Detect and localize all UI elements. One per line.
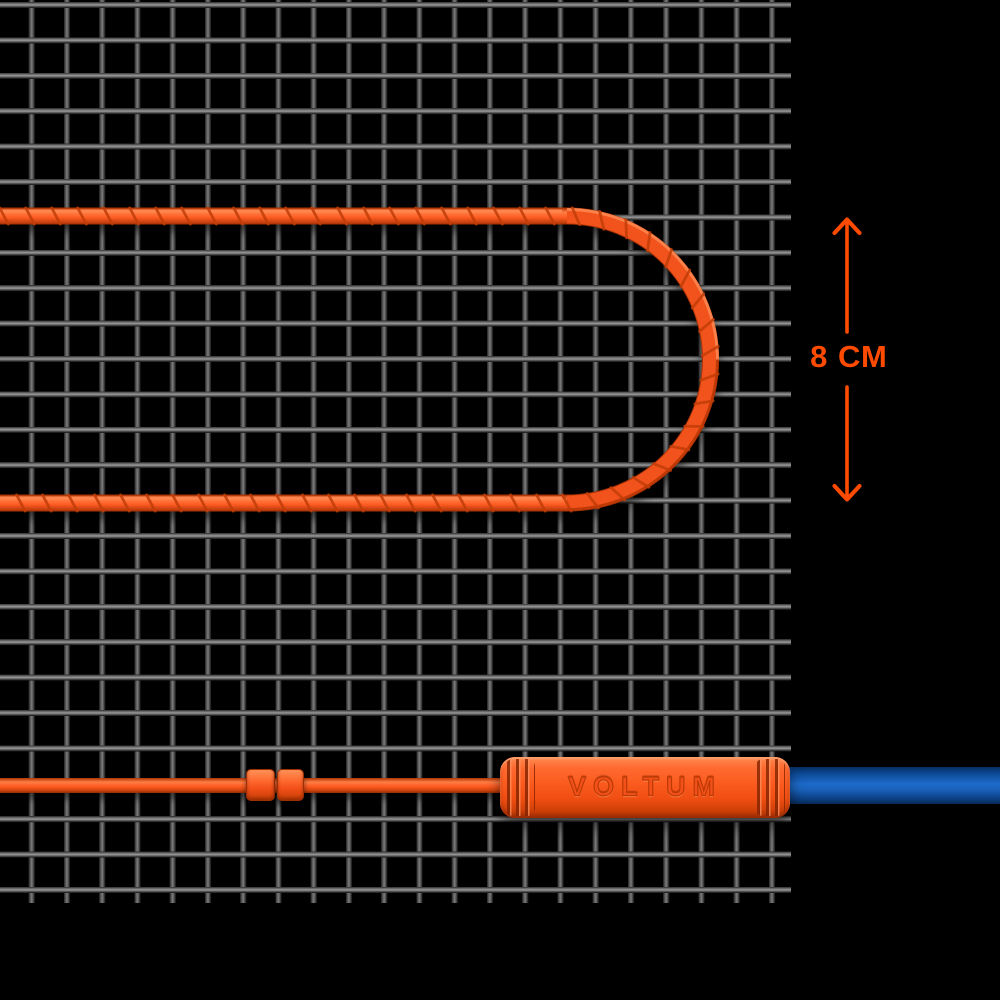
cable-spiral-wrap: [0, 206, 720, 513]
brand-logo: VOLTUM: [567, 770, 722, 801]
coupler-rib-left: [505, 759, 535, 816]
cable-shading: [566, 359, 719, 512]
heating-cable-outline: [0, 207, 719, 512]
heating-cable: [0, 206, 720, 513]
heating-cable-u-turn: [566, 208, 718, 511]
dimension-arrow-up-icon: [832, 217, 862, 236]
power-lead-cable: [772, 767, 1000, 804]
dimension-label: 8 СМ: [810, 339, 888, 374]
metal-mesh-grid: [0, 0, 791, 903]
cable-splice-left-half: [246, 769, 275, 801]
cable-splice-right-half: [277, 769, 304, 801]
coupler-rib-right: [755, 759, 785, 816]
voltum-coupler: VOLTUM: [500, 757, 790, 818]
dimension-arrow-down-icon: [832, 483, 862, 502]
dimension-indicator: [832, 217, 862, 502]
